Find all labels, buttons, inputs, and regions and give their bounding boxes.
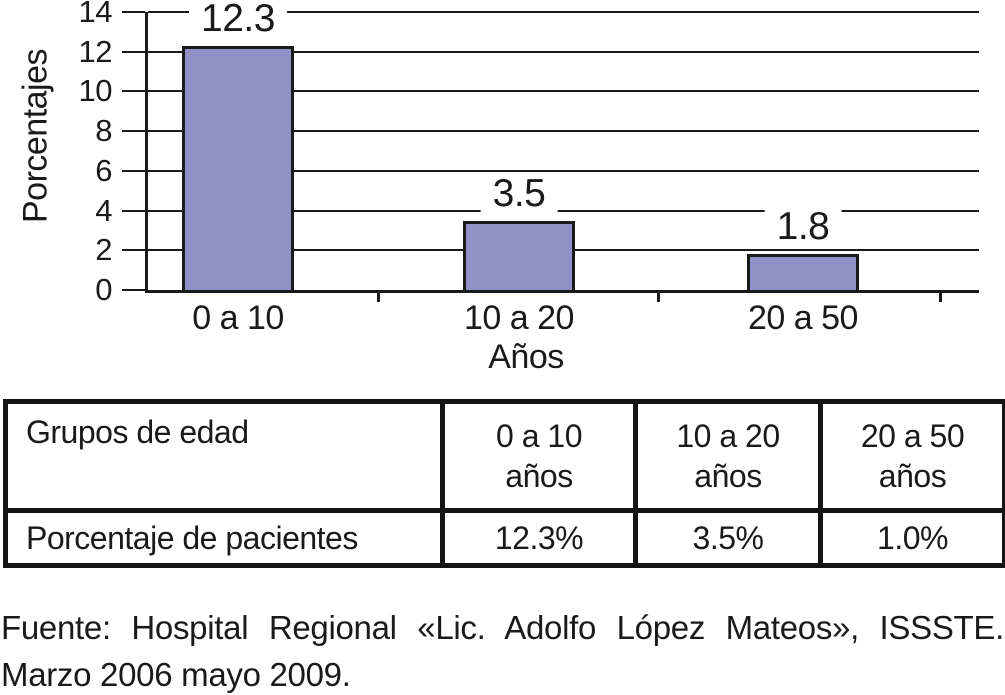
y-tick <box>122 169 145 172</box>
source-note: Fuente: Hospital Regional «Lic. Adolfo L… <box>1 607 1004 695</box>
x-tick-label: 10 a 20 <box>464 299 574 337</box>
y-tick <box>122 209 145 212</box>
age-range-line2: años <box>694 458 762 494</box>
x-tick <box>657 290 660 302</box>
table-header-row: Grupos de edad 0 a 10 años 10 a 20 años … <box>3 399 1005 513</box>
age-range-line1: 10 a 20 <box>676 418 780 454</box>
y-tick <box>122 90 145 93</box>
y-tick <box>122 249 145 252</box>
x-tick <box>377 290 380 302</box>
y-tick <box>122 289 145 291</box>
age-range-line2: años <box>505 458 573 494</box>
y-tick-label: 4 <box>95 192 112 228</box>
table-header-col-1: 0 a 10 años <box>440 399 638 513</box>
y-tick-label: 8 <box>95 113 112 149</box>
gridline <box>148 169 979 172</box>
x-axis-line <box>145 290 979 293</box>
table-header-label: Grupos de edad <box>3 399 445 513</box>
table-row-label: Porcentaje de pacientes <box>3 508 445 568</box>
y-axis-line <box>145 12 148 293</box>
x-axis-title: Años <box>488 338 564 376</box>
gridline <box>148 130 979 133</box>
data-table: Grupos de edad 0 a 10 años 10 a 20 años … <box>3 399 1005 568</box>
y-tick-label: 0 <box>95 272 112 307</box>
y-tick-label: 2 <box>95 232 112 268</box>
table-value-col-1: 12.3% <box>440 508 638 568</box>
y-axis: 0 2 4 6 8 10 12 14 <box>0 0 145 306</box>
table-header-col-2: 10 a 20 años <box>633 399 823 513</box>
x-tick-label: 20 a 50 <box>748 299 858 337</box>
age-range-line2: años <box>878 458 947 494</box>
source-line-1: Fuente: Hospital Regional «Lic. Adolfo L… <box>1 609 1004 646</box>
table-value-col-3: 1.0% <box>818 508 1005 568</box>
y-tick-label: 6 <box>95 152 112 188</box>
gridline <box>148 50 979 53</box>
source-line-2: Marzo 2006 mayo 2009. <box>1 656 351 693</box>
plot-area: 12.3 0 a 10 3.5 10 a 20 1.8 20 a 50 <box>148 0 979 337</box>
gridline <box>148 209 979 212</box>
age-range-line1: 0 a 10 <box>496 418 582 454</box>
x-tick <box>939 290 942 302</box>
bar-value-label: 3.5 <box>480 172 558 215</box>
y-tick-label: 10 <box>78 73 113 109</box>
y-tick-label: 12 <box>78 33 113 69</box>
table-header-col-3: 20 a 50 años <box>818 399 1005 513</box>
y-tick <box>122 11 145 13</box>
bar <box>463 220 575 290</box>
age-range-line1: 20 a 50 <box>860 418 965 454</box>
bar <box>747 254 859 290</box>
y-tick-label: 14 <box>78 0 113 29</box>
x-tick-label: 0 a 10 <box>192 299 284 337</box>
y-tick <box>122 50 145 53</box>
gridline <box>148 11 979 13</box>
table-data-row: Porcentaje de pacientes 12.3% 3.5% 1.0% <box>3 508 1005 568</box>
table-value-col-2: 3.5% <box>633 508 823 568</box>
y-tick <box>122 130 145 133</box>
bar <box>182 45 294 290</box>
bar-value-label: 1.8 <box>764 206 842 249</box>
bar-chart: Porcentajes 0 2 4 6 8 10 12 14 12.3 0 a 10 3.5 10 … <box>0 0 979 376</box>
gridline <box>148 90 979 93</box>
bar-value-label: 12.3 <box>189 0 287 40</box>
